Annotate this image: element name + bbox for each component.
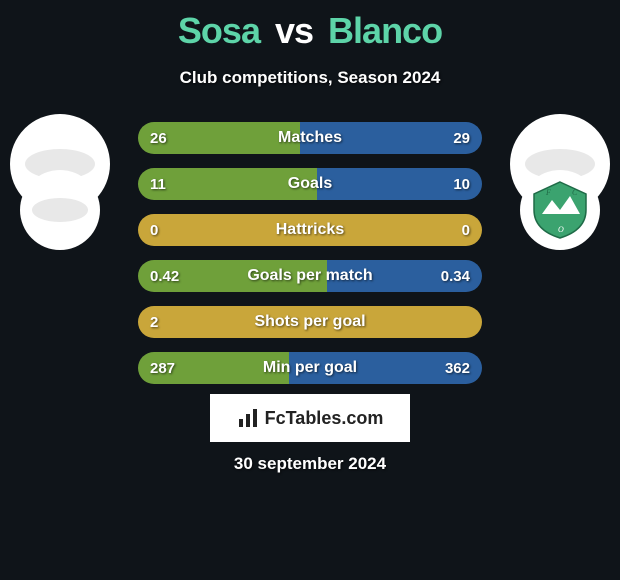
stat-value-left: 11 (150, 176, 166, 193)
stat-value-right: 0 (462, 222, 470, 239)
svg-text:O: O (558, 225, 564, 234)
svg-text:C: C (572, 188, 578, 197)
stat-row: Min per goal287 362 (138, 352, 482, 384)
stat-value-left: 287 (150, 360, 175, 377)
stat-label: Shots per goal (138, 313, 482, 331)
club-placeholder-icon (32, 198, 88, 222)
stat-value-left: 26 (150, 130, 167, 147)
stat-label: Min per goal (138, 359, 482, 377)
date-text: 30 september 2024 (0, 454, 620, 474)
stat-label: Goals per match (138, 267, 482, 285)
subtitle-text: Club competitions, Season 2024 (0, 68, 620, 88)
stat-label: Goals (138, 175, 482, 193)
stat-value-right: 29 (453, 130, 470, 147)
stat-value-left: 2 (150, 314, 158, 331)
stat-value-left: 0.42 (150, 268, 179, 285)
svg-text:F: F (545, 188, 551, 197)
vs-separator: vs (275, 10, 313, 51)
stat-value-right: 0.34 (441, 268, 470, 285)
stat-label: Matches (138, 129, 482, 147)
player1-name: Sosa (178, 10, 260, 51)
stats-container: Matches26 29 Goals11 10 Hattricks0 0 Goals per… (138, 122, 482, 398)
stat-row: Hattricks0 0 (138, 214, 482, 246)
player2-club-badge: F C O (520, 170, 600, 250)
stat-row: Matches26 29 (138, 122, 482, 154)
stat-row: Shots per goal2 (138, 306, 482, 338)
brand-badge: FcTables.com (210, 394, 410, 442)
stat-value-right: 10 (453, 176, 470, 193)
brand-text: FcTables.com (265, 408, 384, 429)
stat-label: Hattricks (138, 221, 482, 239)
comparison-title: Sosa vs Blanco (0, 0, 620, 52)
stat-row: Goals11 10 (138, 168, 482, 200)
stat-value-left: 0 (150, 222, 158, 239)
stat-row: Goals per match0.42 0.34 (138, 260, 482, 292)
club-crest-icon: F C O (530, 180, 590, 240)
stat-value-right: 362 (445, 360, 470, 377)
brand-chart-icon (237, 407, 259, 429)
player1-club-badge (20, 170, 100, 250)
player2-name: Blanco (328, 10, 442, 51)
